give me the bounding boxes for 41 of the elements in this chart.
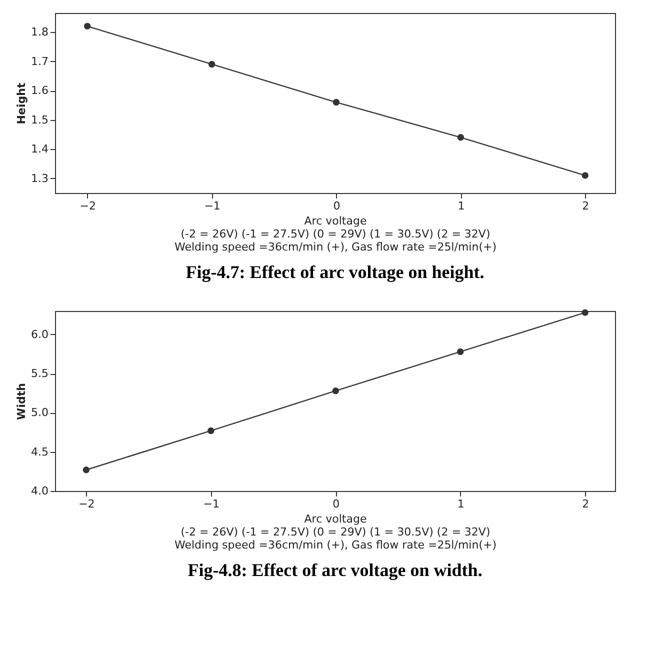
point (457, 134, 464, 141)
x-tick-label: 2 (582, 498, 590, 510)
x-tick-label: −2 (78, 498, 95, 510)
y-axis-title: Height (15, 82, 28, 124)
point (332, 387, 339, 394)
x-tick-label: 0 (333, 200, 340, 212)
text: Fig-4.7: Effect of arc voltage on height. (186, 262, 484, 282)
x-tick-label: −1 (204, 200, 220, 212)
x-tick-label: 1 (457, 498, 464, 510)
text: Welding speed =36cm/min (+), Gas flow rate =25l/min(+) (174, 240, 496, 254)
y-tick-label: 1.5 (31, 113, 48, 126)
x-tick-label: −1 (203, 498, 220, 510)
point (582, 309, 588, 316)
y-tick-label: 4.5 (31, 445, 48, 458)
y-tick-label: 1.3 (31, 172, 48, 185)
point (82, 466, 90, 474)
point (84, 22, 91, 30)
text: (-2 = 26V) (-1 = 27.5V) (0 = 29V) (1 = 30.5V) (2 = 32V) (180, 526, 490, 538)
y-tick-label: 1.7 (31, 54, 48, 68)
x-tick-label: 0 (332, 498, 340, 510)
y-tick-label: 1.4 (31, 142, 48, 156)
point (456, 348, 464, 356)
x-axis-title: Arc voltage (304, 512, 367, 526)
y-tick-label: 1.8 (31, 26, 48, 39)
text: Fig-4.8: Effect of arc voltage on width. (188, 560, 482, 580)
x-axis-title: Arc voltage (304, 214, 367, 228)
y-tick-label: 5.0 (31, 406, 48, 420)
y-tick-label: 4.0 (31, 484, 48, 498)
text: Welding speed =36cm/min (+), Gas flow rate =25l/min(+) (174, 538, 496, 552)
text: (-2 = 26V) (-1 = 27.5V) (0 = 29V) (1 = 30.5V) (2 = 32V) (180, 228, 490, 240)
point (582, 172, 588, 179)
point (208, 427, 214, 434)
x-tick-label: −2 (80, 200, 96, 212)
point (208, 60, 216, 68)
x-tick-label: 2 (582, 200, 590, 212)
y-tick-label: 1.6 (31, 84, 48, 98)
point (332, 98, 340, 106)
y-tick-label: 6.0 (31, 328, 48, 341)
y-axis-title: Width (15, 383, 28, 420)
y-tick-label: 5.5 (31, 367, 48, 380)
x-tick-label: 1 (458, 200, 465, 212)
